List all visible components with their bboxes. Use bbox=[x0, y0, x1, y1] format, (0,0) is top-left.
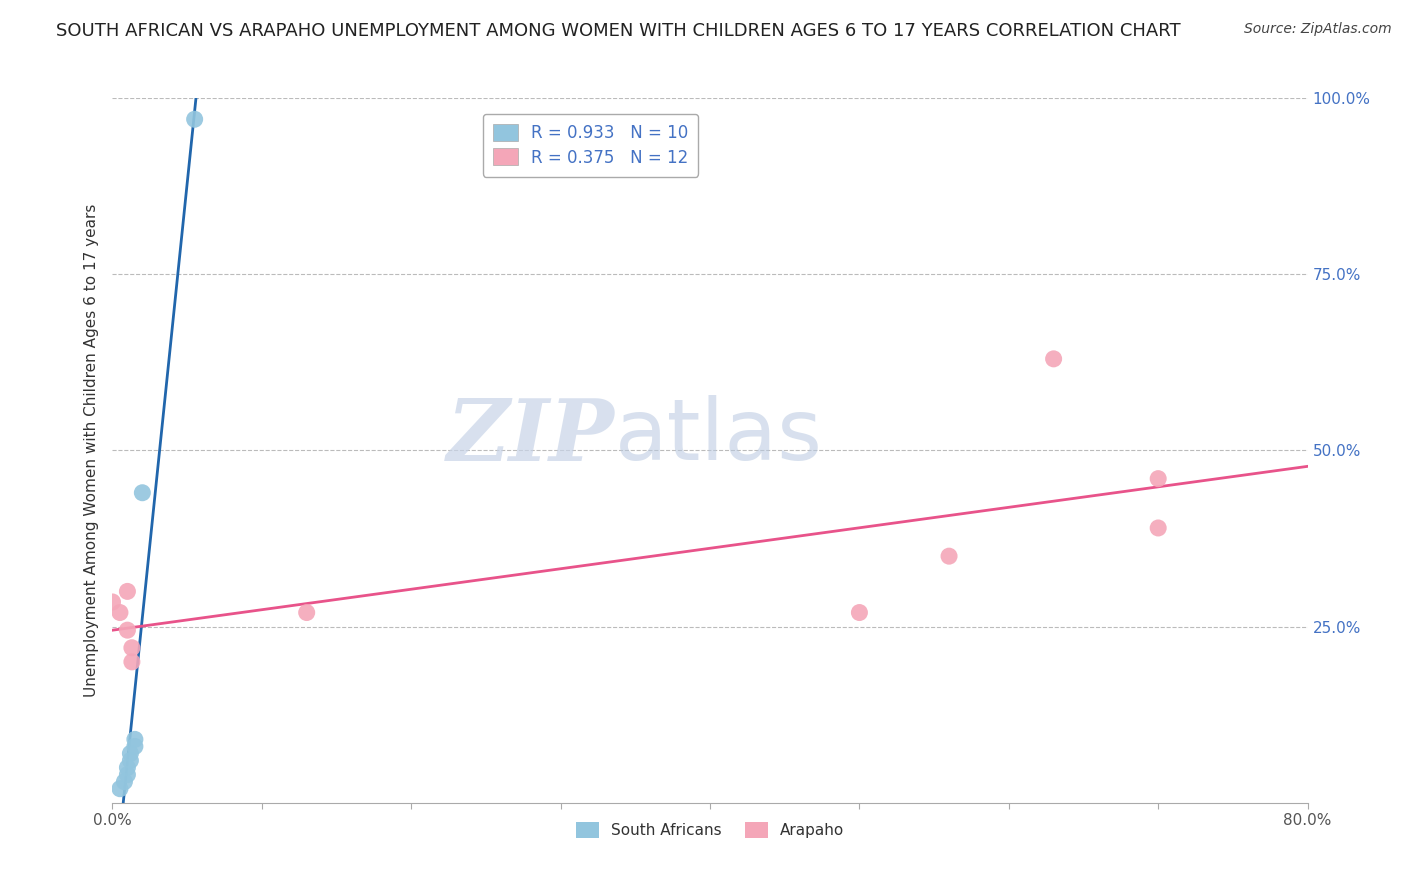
Point bbox=[1147, 472, 1170, 486]
Point bbox=[124, 732, 146, 747]
Point bbox=[117, 760, 139, 774]
Point bbox=[117, 623, 139, 637]
Point bbox=[295, 606, 318, 620]
Point bbox=[183, 112, 205, 127]
Point bbox=[121, 655, 143, 669]
Point bbox=[1042, 351, 1064, 366]
Text: SOUTH AFRICAN VS ARAPAHO UNEMPLOYMENT AMONG WOMEN WITH CHILDREN AGES 6 TO 17 YEA: SOUTH AFRICAN VS ARAPAHO UNEMPLOYMENT AM… bbox=[56, 22, 1181, 40]
Point bbox=[117, 584, 139, 599]
Point bbox=[124, 739, 146, 754]
Text: ZIP: ZIP bbox=[447, 394, 614, 478]
Legend: South Africans, Arapaho: South Africans, Arapaho bbox=[569, 816, 851, 845]
Point bbox=[120, 754, 142, 768]
Point bbox=[131, 485, 153, 500]
Point bbox=[120, 747, 142, 761]
Point bbox=[108, 781, 131, 796]
Point bbox=[108, 606, 131, 620]
Point bbox=[117, 767, 139, 781]
Point bbox=[114, 774, 135, 789]
Point bbox=[1147, 521, 1170, 535]
Y-axis label: Unemployment Among Women with Children Ages 6 to 17 years: Unemployment Among Women with Children A… bbox=[83, 203, 98, 698]
Point bbox=[848, 606, 870, 620]
Point bbox=[101, 595, 124, 609]
Point bbox=[121, 640, 143, 655]
Point bbox=[938, 549, 960, 564]
Text: Source: ZipAtlas.com: Source: ZipAtlas.com bbox=[1244, 22, 1392, 37]
Text: atlas: atlas bbox=[614, 395, 823, 478]
